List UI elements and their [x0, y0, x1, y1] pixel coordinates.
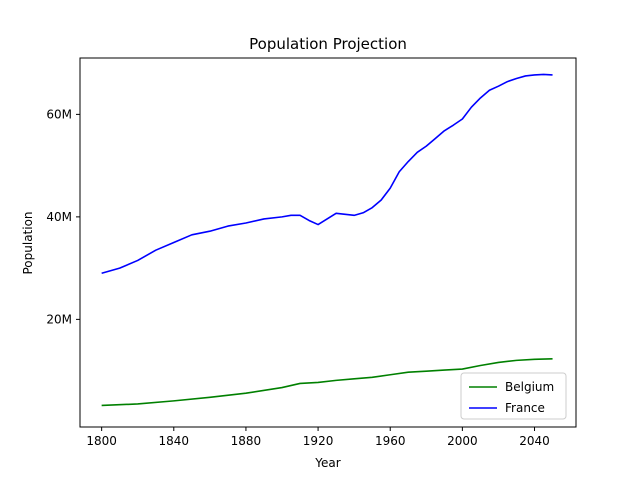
x-axis-title: Year [314, 456, 340, 470]
x-tick-label: 1960 [375, 434, 406, 448]
x-tick-label: 1880 [231, 434, 262, 448]
legend-label-france: France [505, 401, 545, 415]
chart-title: Population Projection [249, 35, 407, 53]
x-tick-label: 1840 [159, 434, 190, 448]
x-tick-label: 2040 [519, 434, 550, 448]
plot-frame [79, 57, 577, 428]
plot-area [101, 73, 553, 407]
x-tick-label: 1920 [303, 434, 334, 448]
x-tick-label: 2000 [447, 434, 478, 448]
y-axis-title: Population [21, 211, 35, 274]
legend-label-belgium: Belgium [505, 380, 554, 394]
legend: Belgium France [460, 372, 567, 420]
axes: 1800 1840 1880 1920 1960 2000 2040 20M 40M 60M [46, 57, 577, 448]
series-line-belgium [101, 358, 553, 407]
y-tick-label: 60M [46, 107, 72, 121]
y-tick-label: 40M [46, 210, 72, 224]
y-tick-label: 20M [46, 312, 72, 326]
x-tick-label: 1800 [86, 434, 117, 448]
series-line-france [101, 73, 553, 275]
